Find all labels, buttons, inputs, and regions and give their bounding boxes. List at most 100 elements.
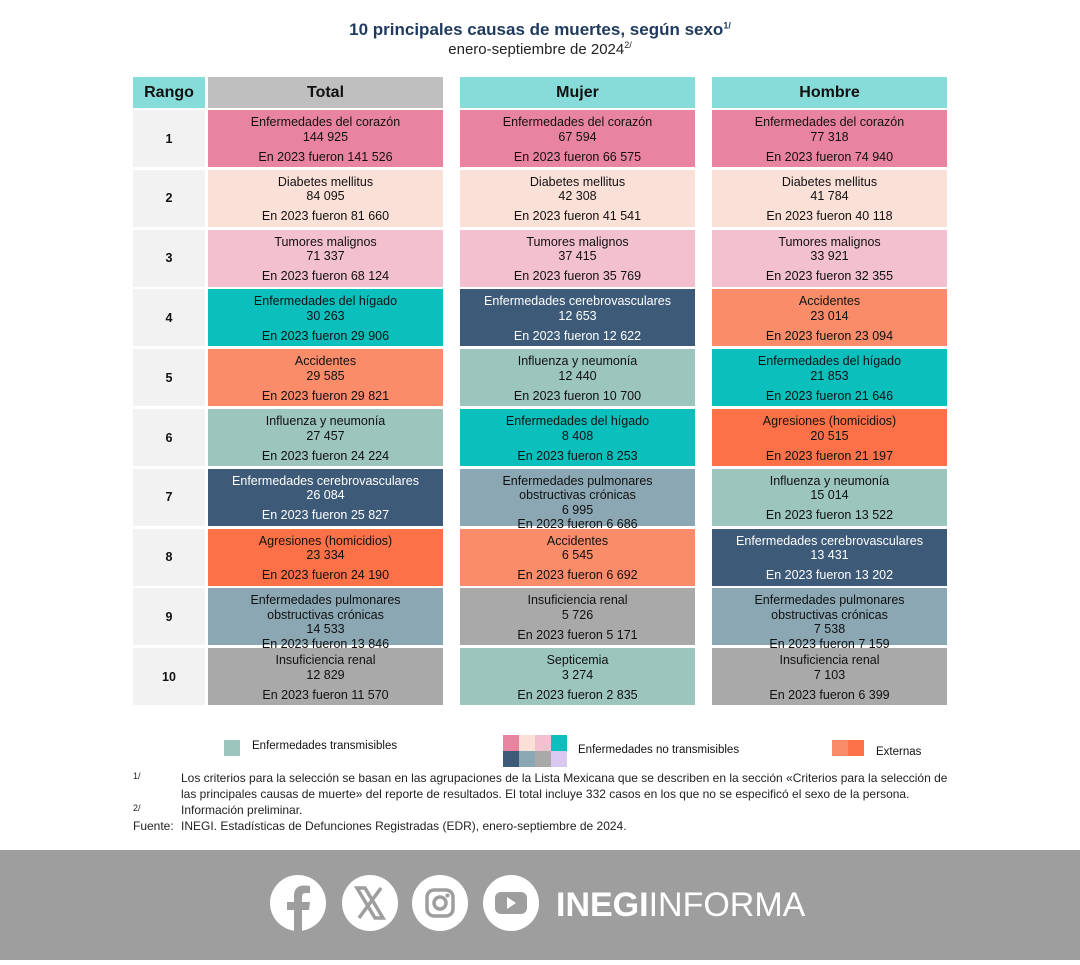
- rank-cell: 8: [133, 528, 205, 586]
- previous-year: En 2023 fueron 13 846: [261, 636, 390, 651]
- column-header: Hombre: [712, 77, 947, 108]
- cause-cell: Accidentes 23 014 En 2023 fueron 23 094: [712, 289, 947, 347]
- cause-cell: Tumores malignos 33 921 En 2023 fueron 32 …: [712, 229, 947, 287]
- cause-name: Accidentes: [546, 533, 609, 548]
- previous-year: En 2023 fueron 21 197: [765, 448, 894, 463]
- cause-name: Accidentes: [294, 354, 357, 369]
- previous-year: En 2023 fueron 5 171: [517, 627, 638, 642]
- previous-year: En 2023 fueron 12 622: [513, 328, 642, 343]
- cause-cell: Influenza y neumonía 15 014 En 2023 fueron…: [712, 468, 947, 526]
- cause-cell: Agresiones (homicidios) 23 334 En 2023 fue…: [208, 528, 443, 586]
- cause-name: Insuficiencia renal: [275, 653, 376, 668]
- cause-cell: Septicemia 3 274 En 2023 fueron 2 835: [460, 648, 695, 706]
- cause-value: 15 014: [810, 488, 849, 503]
- title-block: 10 principales causas de muertes, según …: [0, 20, 1080, 40]
- cause-cell: Enfermedades pulmonares obstructivas cró…: [208, 588, 443, 651]
- cause-value: 23 334: [306, 548, 345, 563]
- youtube-icon: [483, 875, 539, 931]
- previous-year: En 2023 fueron 29 821: [261, 388, 390, 403]
- previous-year: En 2023 fueron 2 835: [517, 687, 638, 702]
- cause-cell: Enfermedades cerebrovasculares 12 653 En 2…: [460, 289, 695, 347]
- cause-name: Accidentes: [798, 294, 861, 309]
- legend-swatch: [551, 735, 567, 751]
- cause-value: 7 103: [813, 667, 846, 682]
- cause-value: 30 263: [306, 308, 345, 323]
- x-icon: [342, 875, 398, 931]
- cause-value: 23 014: [810, 308, 849, 323]
- rank-cell: 1: [133, 110, 205, 167]
- legend-swatch: [519, 751, 535, 767]
- cause-name: Agresiones (homicidios): [762, 414, 897, 428]
- cause-name: Enfermedades cerebrovasculares: [484, 294, 671, 309]
- cause-name: Enfermedades del hígado: [253, 294, 398, 309]
- previous-year: En 2023 fueron 32 355: [765, 269, 894, 284]
- cause-name: Influenza y neumonía: [769, 473, 890, 488]
- cause-value: 29 585: [306, 368, 345, 383]
- title: 10 principales causas de muertes, según …: [349, 20, 724, 39]
- legend-swatch: [519, 735, 535, 751]
- brand-bold: INEGI: [556, 886, 649, 924]
- column-header: Total: [208, 77, 443, 108]
- social-icons: INEGIINFORMA: [270, 875, 806, 931]
- cause-name: Enfermedades pulmonares obstructivas cró…: [502, 473, 653, 503]
- previous-year: En 2023 fueron 23 094: [765, 328, 894, 343]
- rank-cell: 7: [133, 468, 205, 526]
- cause-value: 37 415: [558, 249, 597, 264]
- previous-year: En 2023 fueron 6 686: [517, 517, 638, 532]
- cause-name: Septicemia: [546, 653, 609, 668]
- cause-value: 42 308: [558, 189, 597, 204]
- brand: INEGIINFORMA: [556, 886, 806, 924]
- cause-value: 8 408: [561, 428, 594, 443]
- cause-name: Enfermedades cerebrovasculares: [232, 473, 419, 488]
- legend-swatch: [551, 751, 567, 767]
- cause-value: 77 318: [810, 129, 849, 144]
- subtitle-block: enero-septiembre de 20242/: [0, 40, 1080, 58]
- cause-cell: Diabetes mellitus 41 784 En 2023 fueron 40…: [712, 169, 947, 227]
- previous-year: En 2023 fueron 13 522: [765, 508, 894, 523]
- subtitle-note: 2/: [624, 40, 632, 50]
- legend-swatch: [848, 740, 864, 756]
- rank-cell: 4: [133, 289, 205, 347]
- cause-name: Enfermedades del corazón: [250, 115, 401, 129]
- cause-value: 71 337: [306, 249, 345, 264]
- legend-label: Externas: [876, 746, 922, 758]
- cause-name: Enfermedades pulmonares obstructivas cró…: [754, 593, 905, 622]
- cause-value: 12 440: [558, 368, 597, 383]
- column-header: Mujer: [460, 77, 695, 108]
- cause-cell: Insuficiencia renal 7 103 En 2023 fueron 6…: [712, 648, 947, 706]
- cause-cell: Enfermedades cerebrovasculares 13 431 En 2…: [712, 528, 947, 586]
- cause-value: 12 653: [558, 308, 597, 323]
- instagram-icon: [412, 875, 468, 931]
- previous-year: En 2023 fueron 40 118: [766, 209, 893, 224]
- cause-value: 41 784: [810, 189, 849, 204]
- cause-name: Tumores malignos: [778, 234, 881, 249]
- cause-value: 5 726: [561, 607, 594, 622]
- cause-name: Enfermedades del hígado: [505, 414, 650, 428]
- cause-cell: Insuficiencia renal 12 829 En 2023 fueron …: [208, 648, 443, 706]
- cause-value: 27 457: [306, 428, 345, 443]
- cause-cell: Enfermedades del hígado 30 263 En 2023 fue…: [208, 289, 443, 347]
- cause-name: Insuficiencia renal: [779, 653, 880, 668]
- cause-cell: Enfermedades cerebrovasculares 26 084 En 2…: [208, 468, 443, 526]
- previous-year: En 2023 fueron 8 253: [517, 448, 638, 463]
- facebook-icon: [270, 875, 326, 931]
- cause-name: Insuficiencia renal: [527, 593, 628, 608]
- previous-year: En 2023 fueron 6 692: [517, 568, 638, 583]
- previous-year: En 2023 fueron 66 575: [513, 149, 642, 164]
- rank-cell: 5: [133, 349, 205, 407]
- cause-cell: Enfermedades del corazón 67 594 En 2023 fu…: [460, 110, 695, 167]
- previous-year: En 2023 fueron 141 526: [258, 149, 393, 164]
- rank-cell: 3: [133, 229, 205, 287]
- rank-cell: 10: [133, 648, 205, 706]
- rank-cell: 9: [133, 588, 205, 646]
- rank-cell: 2: [133, 169, 205, 227]
- legend-label: Enfermedades transmisibles: [252, 740, 398, 752]
- cause-name: Enfermedades cerebrovasculares: [736, 533, 923, 548]
- legend-swatch: [535, 751, 551, 767]
- source-label: Fuente:: [133, 819, 174, 833]
- previous-year: En 2023 fueron 29 906: [261, 328, 390, 343]
- previous-year: En 2023 fueron 13 202: [765, 568, 894, 583]
- cause-cell: Enfermedades del corazón 77 318 En 2023 fu…: [712, 110, 947, 167]
- cause-value: 21 853: [810, 368, 849, 383]
